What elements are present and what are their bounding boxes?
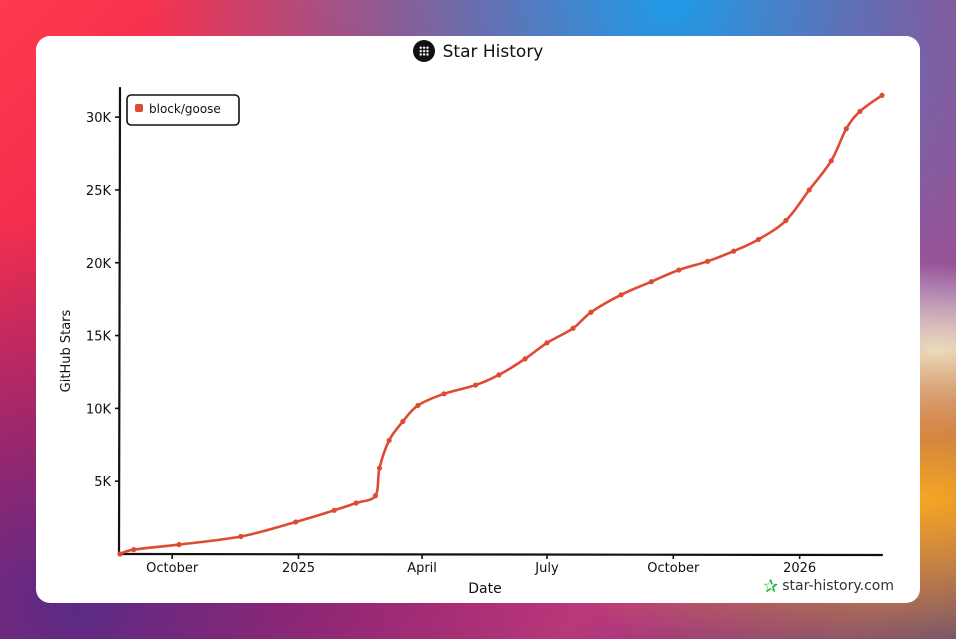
data-point xyxy=(879,92,885,98)
star-history-logo-icon xyxy=(412,40,435,62)
watermark[interactable]: ✰ star-history.com xyxy=(763,576,894,597)
legend-swatch xyxy=(135,104,143,112)
chart-title: Star History xyxy=(36,40,920,62)
chart-card: Star History 5K 10K 15K 20K 25K 30K October 202… xyxy=(36,36,920,603)
data-point xyxy=(618,292,624,298)
data-point xyxy=(238,533,244,540)
data-point xyxy=(544,340,550,346)
data-point xyxy=(806,187,812,193)
x-tick-label: October xyxy=(146,561,199,576)
data-point xyxy=(441,391,447,397)
x-tick-label: October xyxy=(647,561,700,576)
y-tick-label: 30K xyxy=(86,111,112,126)
y-tick-label: 25K xyxy=(86,184,112,199)
data-point xyxy=(522,356,528,362)
data-point xyxy=(117,551,123,557)
x-tick-label: April xyxy=(407,561,437,576)
watermark-text: star-history.com xyxy=(782,578,894,594)
series-line xyxy=(118,93,884,556)
y-axis-label: GitHub Stars xyxy=(59,309,74,392)
y-tick-label: 20K xyxy=(86,257,112,272)
data-point xyxy=(783,217,789,224)
y-tick-label: 5K xyxy=(94,475,111,490)
data-point xyxy=(828,158,834,164)
data-point xyxy=(386,437,392,444)
data-point xyxy=(755,236,762,243)
data-point xyxy=(400,418,406,425)
data-point xyxy=(473,382,479,388)
data-point xyxy=(676,267,682,273)
star-history-chart: 5K 10K 15K 20K 25K 30K October 2025 April July Oct… xyxy=(59,86,885,597)
data-point xyxy=(731,248,737,254)
data-point xyxy=(131,547,137,553)
data-point xyxy=(648,279,654,285)
x-tick-label: 2026 xyxy=(783,561,816,576)
data-point xyxy=(331,507,337,513)
data-point xyxy=(843,126,849,132)
x-tick-label: July xyxy=(534,561,559,576)
data-point xyxy=(705,258,711,264)
data-point xyxy=(293,519,299,525)
data-point xyxy=(496,372,502,378)
y-tick-label: 10K xyxy=(86,402,112,417)
x-axis-line xyxy=(118,552,884,557)
data-point xyxy=(857,108,863,114)
data-point xyxy=(372,493,378,499)
y-axis-line xyxy=(117,86,122,556)
data-point xyxy=(353,500,359,506)
legend-box xyxy=(126,94,240,126)
legend-label: block/goose xyxy=(149,102,221,116)
data-point xyxy=(176,541,182,548)
chart-title-text: Star History xyxy=(442,42,544,62)
data-point xyxy=(415,402,421,409)
x-tick-label: 2025 xyxy=(282,561,315,576)
data-point xyxy=(570,325,576,331)
x-axis-label: Date xyxy=(468,581,501,597)
y-tick-label: 15K xyxy=(86,330,112,345)
star-icon: ✰ xyxy=(763,576,779,597)
data-point xyxy=(376,465,383,471)
data-point xyxy=(588,309,594,315)
